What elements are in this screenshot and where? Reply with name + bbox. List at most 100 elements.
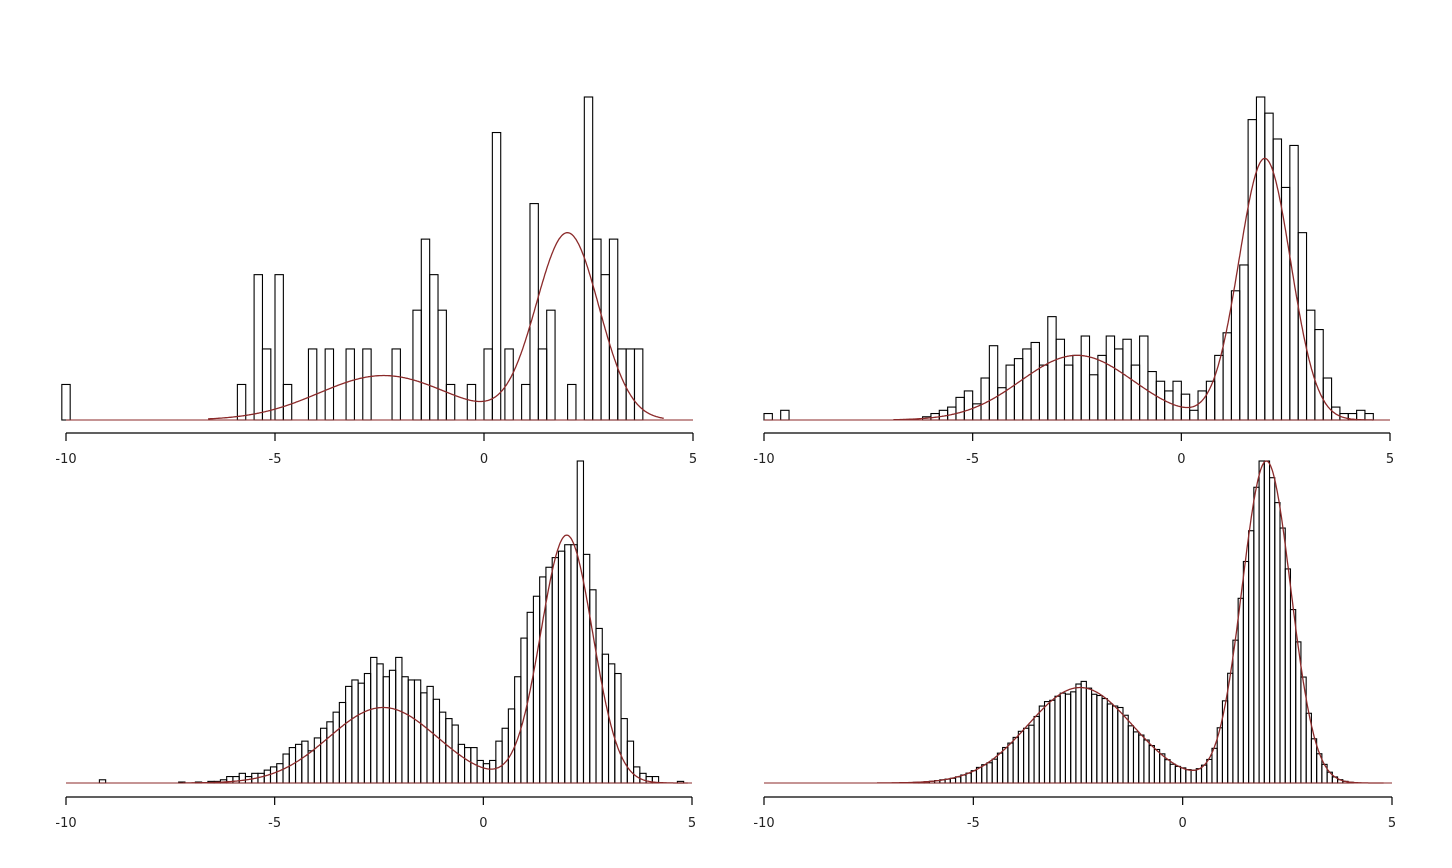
x-tick-label: 0 <box>479 816 487 831</box>
histogram-bar <box>1197 390 1207 421</box>
histogram-bar <box>614 672 622 784</box>
histogram-bar <box>1200 764 1208 784</box>
histogram-bar <box>1072 354 1082 421</box>
histogram-bar <box>1080 680 1087 784</box>
histogram-bar <box>236 383 247 421</box>
x-tick-label: -10 <box>753 452 774 467</box>
histogram-bar <box>1239 264 1249 421</box>
histogram-bar <box>370 656 378 784</box>
x-tick-label: 5 <box>1388 816 1396 831</box>
density-curve <box>182 534 688 784</box>
histogram-bar <box>1279 527 1286 784</box>
histogram-bar <box>294 743 303 784</box>
x-tick-label: 5 <box>688 816 696 831</box>
histogram-bar <box>495 740 503 784</box>
histogram-bar <box>1105 335 1116 421</box>
histogram-bar <box>1211 747 1218 784</box>
histogram-bar <box>307 750 315 784</box>
x-tick-label: 0 <box>1177 452 1185 467</box>
histogram-bar <box>1012 736 1019 784</box>
histogram-bar <box>1185 769 1192 784</box>
histogram-bar <box>476 759 484 784</box>
bars <box>98 460 685 784</box>
panel-4: -10 -5 0 5 <box>753 460 1396 831</box>
histogram-bar <box>537 348 548 421</box>
histogram-bar <box>1038 705 1046 784</box>
panel-1: -10 -5 0 5 <box>55 96 697 467</box>
histogram-bar <box>1364 412 1374 421</box>
histogram-bar <box>1255 96 1266 421</box>
histogram-bar <box>445 383 456 421</box>
histogram-bar <box>432 698 441 784</box>
histogram-bar <box>1174 765 1182 784</box>
histogram-bar <box>1117 706 1124 784</box>
histogram-bar <box>1064 693 1072 784</box>
histogram-bar <box>1063 364 1074 421</box>
histogram-bar <box>1237 597 1244 784</box>
histogram-bar <box>438 711 447 784</box>
histogram-bar <box>1272 138 1283 421</box>
histogram-bar <box>1114 348 1124 421</box>
histogram-bar <box>391 348 401 421</box>
x-axis: -10 -5 0 5 <box>753 432 1394 467</box>
histogram-bar <box>351 679 359 784</box>
histogram-bar <box>576 460 585 784</box>
x-tick-label: 0 <box>480 452 488 467</box>
x-tick-label: -5 <box>269 452 282 467</box>
x-tick-label: -10 <box>753 816 774 831</box>
histogram-bar <box>482 763 491 784</box>
histogram-bar <box>376 663 384 784</box>
histogram-bar <box>324 348 335 421</box>
x-tick-label: 0 <box>1179 816 1187 831</box>
histogram-bar <box>282 383 293 421</box>
histogram-bar <box>232 776 240 784</box>
histogram-bar <box>570 544 578 784</box>
histogram-bar <box>1080 335 1091 421</box>
histogram-bar <box>345 348 355 421</box>
histogram-bar <box>253 274 264 421</box>
x-tick-label: -5 <box>268 816 281 831</box>
histogram-bar <box>1130 364 1141 421</box>
histogram-bar <box>445 718 453 784</box>
x-tick-label: -5 <box>967 816 980 831</box>
histogram-bar <box>466 383 477 421</box>
histogram-bar <box>1206 758 1213 784</box>
histogram-bar <box>1247 119 1258 421</box>
histogram-bar <box>567 383 577 421</box>
histogram-bar <box>1127 725 1135 784</box>
histogram-bar <box>955 396 965 421</box>
histogram-bar <box>780 409 790 421</box>
histogram-bar <box>1138 734 1145 784</box>
histogram-bar <box>1190 769 1197 784</box>
histogram-bar <box>261 348 272 421</box>
histogram-bar <box>407 679 416 784</box>
density-curve <box>893 157 1374 421</box>
x-tick-label: 5 <box>1386 452 1394 467</box>
histogram-bar <box>1122 714 1129 784</box>
histogram-bar <box>1070 691 1077 784</box>
histogram-bar <box>988 345 999 421</box>
histogram-bar <box>345 685 353 784</box>
histogram-bar <box>1195 768 1203 784</box>
histogram-bar <box>362 348 372 421</box>
histogram-bar <box>1030 341 1040 421</box>
histogram-bar <box>633 348 644 421</box>
histogram-bar <box>320 727 328 784</box>
histogram-bar <box>61 383 71 421</box>
histogram-bar <box>307 348 318 421</box>
histogram-bar <box>583 96 594 421</box>
histogram-bar <box>1189 409 1199 421</box>
histogram-bar <box>626 740 635 784</box>
histogram-bar <box>1017 730 1025 784</box>
histogram-bar <box>457 743 466 784</box>
histogram-bar <box>1013 358 1024 421</box>
histogram-bar <box>274 274 284 421</box>
histogram-bar <box>1106 703 1114 784</box>
histogram-bar <box>595 627 603 784</box>
histogram-bar <box>551 557 560 784</box>
x-tick-label: -10 <box>55 816 76 831</box>
histogram-bar <box>1091 693 1098 784</box>
histogram-bar <box>276 763 284 784</box>
histogram-bar <box>1148 745 1155 784</box>
histogram-bar <box>413 679 422 784</box>
